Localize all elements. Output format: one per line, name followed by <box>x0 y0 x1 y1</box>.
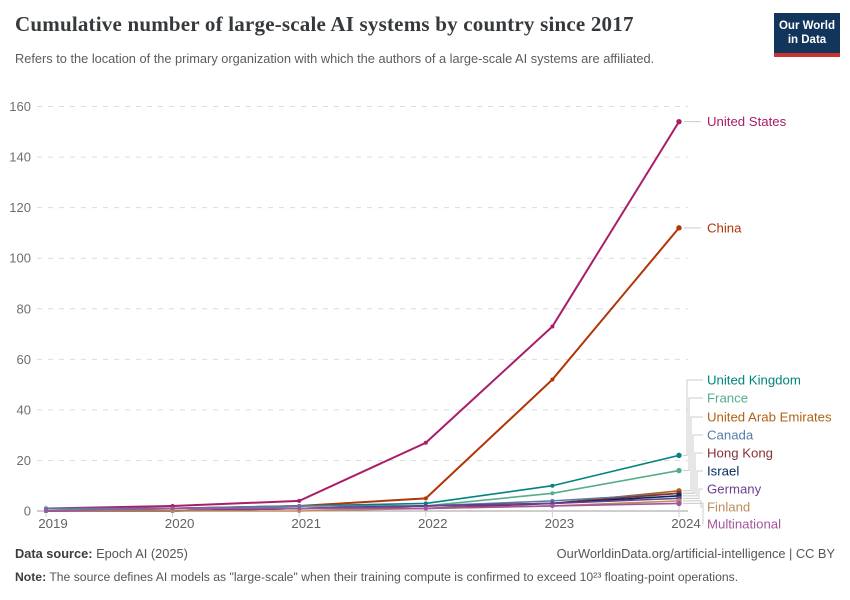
data-point-france[interactable] <box>676 467 682 474</box>
series-label-israel[interactable]: Israel <box>707 464 739 479</box>
y-tick-label: 100 <box>9 251 31 266</box>
y-tick-label: 20 <box>17 453 31 468</box>
note-line: Note: The source defines AI models as "l… <box>15 570 738 584</box>
data-source-label: Data source: <box>15 546 93 561</box>
data-point-china[interactable] <box>676 225 682 231</box>
x-tick-label: 2019 <box>38 516 68 531</box>
data-point-united-states[interactable] <box>423 440 428 445</box>
data-source-value: Epoch AI (2025) <box>92 546 188 561</box>
series-label-multinational[interactable]: Multinational <box>707 517 781 532</box>
series-end-labels: United States China United Kingdom France Un… <box>683 114 832 532</box>
attribution-link[interactable]: OurWorldinData.org/artificial-intelligen… <box>556 546 835 561</box>
data-point-multinational[interactable] <box>170 506 175 511</box>
label-connector <box>683 502 704 524</box>
y-tick-label: 140 <box>9 150 31 165</box>
x-tick-label: 2023 <box>545 516 575 531</box>
data-point-france[interactable] <box>550 491 555 496</box>
data-point-china[interactable] <box>550 377 555 382</box>
x-tick-label: 2022 <box>418 516 448 531</box>
series-label-germany[interactable]: Germany <box>707 482 762 497</box>
data-point-multinational[interactable] <box>44 509 48 513</box>
y-tick-label: 0 <box>24 504 31 519</box>
chart-subtitle: Refers to the location of the primary or… <box>15 51 655 66</box>
data-point-china[interactable] <box>423 496 428 501</box>
y-tick-label: 80 <box>17 301 31 316</box>
label-connector <box>683 488 703 499</box>
owid-logo-line2: in Data <box>787 34 827 47</box>
series-label-united-states[interactable]: United States <box>707 114 787 129</box>
note-label: Note: <box>15 570 47 584</box>
y-tick-label: 60 <box>17 352 31 367</box>
label-connector <box>683 379 703 456</box>
x-tick-label: 2024 <box>671 516 701 531</box>
data-point-multinational[interactable] <box>297 506 302 511</box>
x-tick-label: 2020 <box>165 516 195 531</box>
owid-logo-line1: Our World <box>778 20 835 32</box>
label-connector <box>683 416 703 492</box>
series-line-china[interactable] <box>45 227 680 512</box>
series-label-united-arab-emirates[interactable]: United Arab Emirates <box>707 410 832 425</box>
data-point-united-states[interactable] <box>297 498 302 503</box>
y-tick-label: 120 <box>9 200 31 215</box>
series-label-france[interactable]: France <box>707 391 748 406</box>
series-line-united-states[interactable] <box>45 121 680 510</box>
page-title: Cumulative number of large-scale AI syst… <box>15 12 634 36</box>
series-label-hong-kong[interactable]: Hong Kong <box>707 446 773 461</box>
series-label-canada[interactable]: Canada <box>707 428 754 443</box>
data-source-line: Data source: Epoch AI (2025) <box>15 546 188 561</box>
series-label-finland[interactable]: Finland <box>707 500 750 515</box>
label-connector <box>683 500 703 508</box>
data-point-united-kingdom[interactable] <box>676 452 682 459</box>
y-tick-label: 40 <box>17 402 31 417</box>
label-connector <box>683 397 703 472</box>
data-point-united-kingdom[interactable] <box>550 483 555 488</box>
label-connector <box>683 434 703 494</box>
data-point-multinational[interactable] <box>676 500 682 507</box>
label-connector <box>683 452 703 494</box>
data-point-united-states[interactable] <box>676 118 682 125</box>
label-connector <box>683 470 703 497</box>
note-text: The source defines AI models as "large-s… <box>46 570 739 584</box>
data-point-multinational[interactable] <box>550 503 555 508</box>
series-lines <box>44 118 682 513</box>
data-point-united-states[interactable] <box>550 324 555 329</box>
x-tick-label: 2021 <box>291 516 321 531</box>
owid-logo[interactable]: Our World in Data <box>774 13 840 57</box>
data-point-multinational[interactable] <box>423 506 428 511</box>
gridlines: 0 20 40 60 80 100 120 140 160 <box>9 99 688 519</box>
y-tick-label: 160 <box>9 99 31 114</box>
x-axis: 2019 2020 2021 2022 2023 2024 <box>38 505 701 531</box>
series-line-multinational[interactable] <box>45 502 680 512</box>
series-label-china[interactable]: China <box>707 220 742 235</box>
series-label-united-kingdom[interactable]: United Kingdom <box>707 373 801 388</box>
